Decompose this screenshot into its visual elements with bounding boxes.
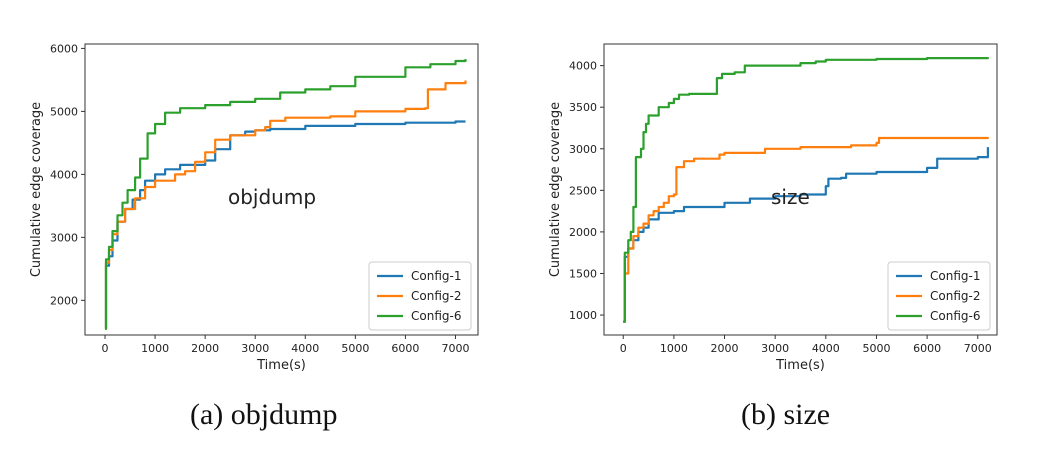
y-tick-label: 3000 bbox=[50, 231, 78, 244]
x-tick-label: 5000 bbox=[862, 342, 890, 355]
y-tick-label: 4000 bbox=[50, 168, 78, 181]
x-tick-label: 7000 bbox=[964, 342, 992, 355]
plot-annotation: size bbox=[771, 185, 810, 209]
axes-frame bbox=[603, 43, 998, 336]
y-tick-label: 4000 bbox=[569, 60, 597, 73]
x-tick-label: 4000 bbox=[291, 342, 319, 355]
legend-label-config-1: Config-1 bbox=[411, 269, 461, 283]
legend-label-config-6: Config-6 bbox=[930, 309, 980, 323]
y-tick-label: 1000 bbox=[569, 309, 597, 322]
x-tick-label: 1000 bbox=[660, 342, 688, 355]
x-tick-label: 1000 bbox=[141, 342, 169, 355]
series-line-config-2 bbox=[623, 136, 989, 323]
x-tick-label: 2000 bbox=[191, 342, 219, 355]
x-tick-label: 6000 bbox=[913, 342, 941, 355]
x-tick-label: 0 bbox=[102, 342, 109, 355]
x-tick-label: 4000 bbox=[812, 342, 840, 355]
x-tick-label: 2000 bbox=[711, 342, 739, 355]
x-axis-label: Time(s) bbox=[256, 358, 306, 373]
y-tick-label: 3000 bbox=[569, 143, 597, 156]
y-tick-label: 2000 bbox=[569, 226, 597, 239]
y-tick-label: 2000 bbox=[50, 294, 78, 307]
x-tick-label: 5000 bbox=[341, 342, 369, 355]
series-line-config-1 bbox=[104, 120, 466, 330]
chart-size: 0 1000 2000 3000 4000 5000 6000 7000 1000 1500 200… bbox=[548, 43, 998, 373]
x-tick-label: 3000 bbox=[241, 342, 269, 355]
y-axis-label: Cumulative edge coverage bbox=[548, 102, 563, 277]
series-line-config-6 bbox=[104, 59, 467, 330]
x-tick-label: 0 bbox=[620, 342, 627, 355]
series-line-config-2 bbox=[104, 80, 467, 330]
caption-objdump: (a) objdump bbox=[190, 398, 338, 431]
caption-size: (b) size bbox=[741, 398, 831, 431]
y-tick-label: 2500 bbox=[569, 184, 597, 197]
chart-objdump: 0 1000 2000 3000 4000 5000 6000 7000 2000 3000 400… bbox=[29, 42, 479, 373]
y-tick-label: 3500 bbox=[569, 101, 597, 114]
y-tick-label: 6000 bbox=[50, 42, 78, 55]
legend-label-config-2: Config-2 bbox=[930, 289, 980, 303]
series-line-config-6 bbox=[623, 57, 989, 323]
legend-label-config-1: Config-1 bbox=[930, 269, 980, 283]
x-tick-label: 6000 bbox=[391, 342, 419, 355]
y-tick-label: 1500 bbox=[569, 267, 597, 280]
legend-label-config-2: Config-2 bbox=[411, 289, 461, 303]
legend-label-config-6: Config-6 bbox=[411, 309, 461, 323]
axes-frame bbox=[84, 43, 479, 336]
legend bbox=[368, 261, 472, 331]
x-tick-label: 3000 bbox=[761, 342, 789, 355]
y-tick-label: 5000 bbox=[50, 105, 78, 118]
y-axis-label: Cumulative edge coverage bbox=[29, 102, 44, 277]
legend bbox=[887, 261, 991, 331]
x-axis-label: Time(s) bbox=[775, 358, 825, 373]
plot-annotation: objdump bbox=[228, 185, 316, 209]
x-tick-label: 7000 bbox=[441, 342, 469, 355]
